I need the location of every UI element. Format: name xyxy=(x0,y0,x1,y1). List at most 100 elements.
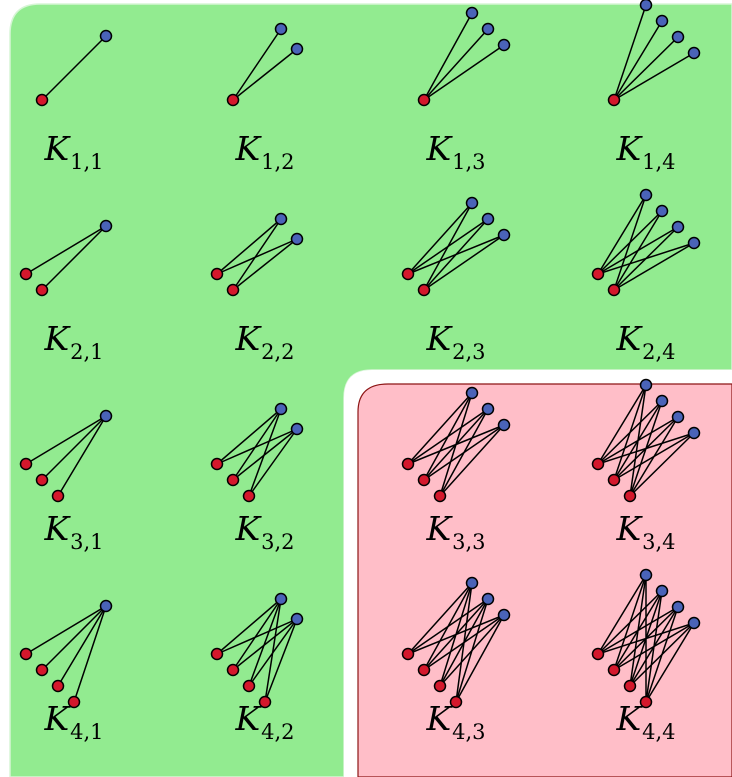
graph-label: K2,2 xyxy=(205,322,325,363)
graph-edge xyxy=(423,218,489,291)
graph-label-subscript: 1,1 xyxy=(70,150,104,174)
graph-label-name: K xyxy=(426,319,452,358)
left-vertex xyxy=(242,489,256,503)
graph-K2-2 xyxy=(210,212,304,297)
right-vertex xyxy=(290,422,304,436)
right-vertex xyxy=(639,378,653,392)
graph-edge xyxy=(216,598,282,655)
right-vertex xyxy=(274,402,288,416)
graph-edge xyxy=(216,408,282,465)
graphs-layer xyxy=(19,0,701,709)
graph-label: K4,3 xyxy=(396,699,516,743)
graph-edge xyxy=(597,194,647,275)
right-vertex xyxy=(497,38,511,52)
graph-edge xyxy=(41,415,107,481)
left-vertex xyxy=(258,695,272,709)
left-vertex xyxy=(417,93,431,107)
right-vertex xyxy=(274,212,288,226)
graph-label-subscript: 4,4 xyxy=(642,720,676,744)
graph-edge xyxy=(423,44,505,101)
left-vertex xyxy=(19,647,33,661)
left-vertex xyxy=(210,457,224,471)
left-vertex xyxy=(226,473,240,487)
right-vertex xyxy=(99,599,113,613)
graph-K3-2 xyxy=(210,402,304,503)
graph-label: K1,2 xyxy=(205,132,325,173)
left-vertex xyxy=(35,93,49,107)
graph-label-subscript: 3,2 xyxy=(261,530,295,554)
graph-label-subscript: 4,1 xyxy=(70,720,104,744)
graph-edge xyxy=(407,392,473,465)
left-vertex xyxy=(51,489,65,503)
graph-edge xyxy=(645,622,695,703)
graph-label-name: K xyxy=(235,699,261,738)
graph-edge xyxy=(629,574,647,687)
graph-label-subscript: 1,4 xyxy=(642,150,676,174)
right-vertex xyxy=(465,196,479,210)
left-vertex xyxy=(401,647,415,661)
graph-edge xyxy=(613,36,679,101)
graph-K4-2 xyxy=(210,592,304,709)
left-vertex xyxy=(607,663,621,677)
graph-label-name: K xyxy=(616,699,642,738)
graph-K1-4 xyxy=(607,0,701,107)
graph-label-subscript: 2,4 xyxy=(642,340,676,364)
graph-edge xyxy=(613,4,647,101)
graph-edge xyxy=(439,408,489,497)
graph-edge xyxy=(248,598,282,687)
graph-label-subscript: 3,3 xyxy=(452,530,486,554)
left-vertex xyxy=(591,457,605,471)
right-vertex xyxy=(274,592,288,606)
graph-edge xyxy=(41,225,107,291)
graph-edge xyxy=(232,598,282,671)
graph-label-name: K xyxy=(44,129,70,168)
right-vertex xyxy=(481,592,495,606)
right-vertex xyxy=(481,22,495,36)
graph-edge xyxy=(25,605,107,655)
right-vertex xyxy=(481,402,495,416)
graph-edge xyxy=(645,590,663,703)
graph-edge xyxy=(73,605,107,703)
graph-edge xyxy=(264,618,298,703)
right-vertex xyxy=(99,29,113,43)
graph-K4-4 xyxy=(591,568,701,709)
graph-edge xyxy=(629,416,679,497)
graph-edge xyxy=(232,218,282,291)
graph-label: K3,1 xyxy=(14,512,134,553)
graph-edge xyxy=(439,582,473,687)
graph-label: K3,2 xyxy=(205,512,325,553)
right-vertex xyxy=(671,600,685,614)
left-vertex xyxy=(417,473,431,487)
graph-edge xyxy=(41,605,107,671)
graph-label: K1,1 xyxy=(14,129,134,173)
graph-label-name: K xyxy=(616,129,642,168)
right-vertex xyxy=(274,22,288,36)
left-vertex xyxy=(607,283,621,297)
right-vertex xyxy=(687,616,701,630)
graph-edge xyxy=(613,384,647,481)
graph-K3-3 xyxy=(401,386,511,503)
left-vertex xyxy=(433,679,447,693)
graph-edge xyxy=(264,598,282,703)
left-vertex xyxy=(19,267,33,281)
graph-label-name: K xyxy=(426,699,452,738)
graph-edge xyxy=(25,225,107,275)
right-vertex xyxy=(99,219,113,233)
graph-label: K4,2 xyxy=(205,699,325,743)
graph-label-subscript: 1,2 xyxy=(261,150,295,174)
graph-edge xyxy=(439,424,505,497)
right-vertex xyxy=(497,228,511,242)
left-vertex xyxy=(226,663,240,677)
right-vertex xyxy=(290,42,304,56)
graph-edge xyxy=(407,582,473,655)
graph-edge xyxy=(613,210,663,291)
right-vertex xyxy=(655,14,669,28)
right-vertex xyxy=(671,220,685,234)
right-vertex xyxy=(290,232,304,246)
graph-label-subscript: 3,4 xyxy=(642,530,676,554)
graph-K1-1 xyxy=(35,29,113,107)
graph-label-name: K xyxy=(616,319,642,358)
graph-label-subscript: 3,1 xyxy=(70,530,104,554)
graph-K1-3 xyxy=(417,6,511,107)
